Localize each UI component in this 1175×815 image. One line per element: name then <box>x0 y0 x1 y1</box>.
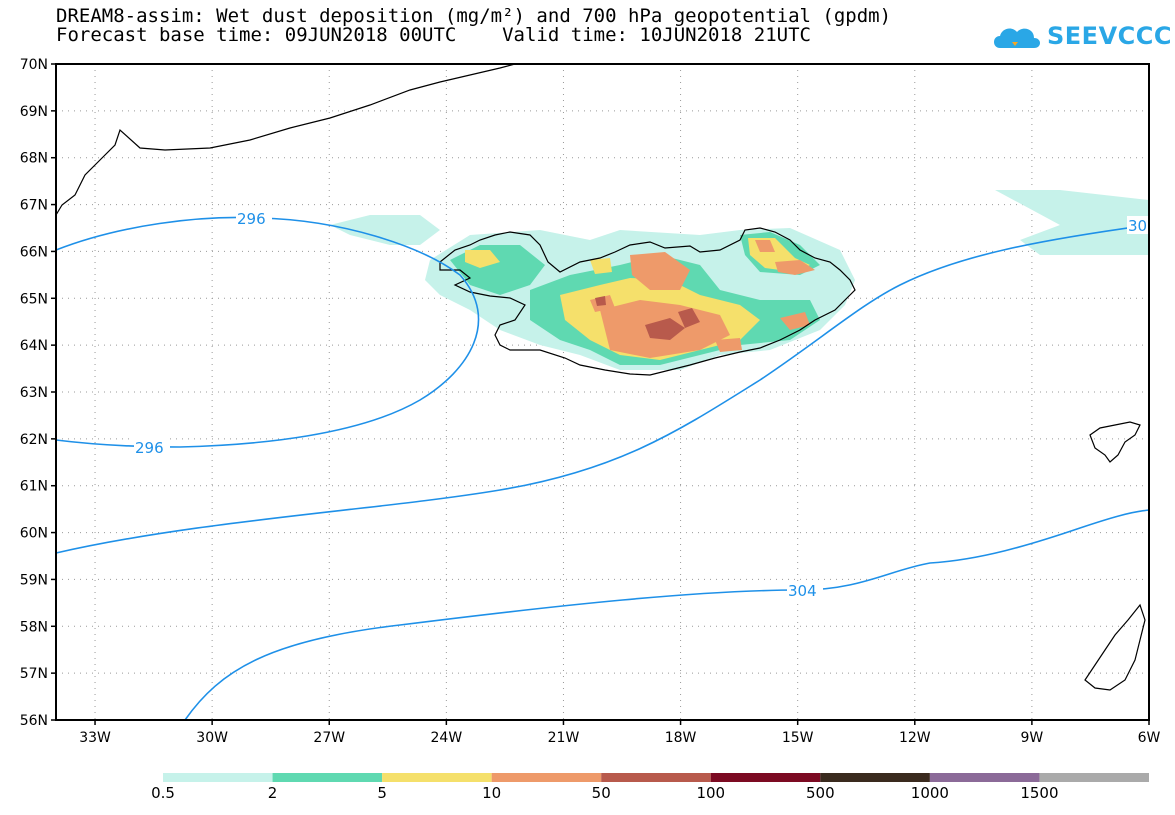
map-title: DREAM8-assim: Wet dust deposition (mg/m²… <box>56 5 892 27</box>
lon-tick-label: 18W <box>665 730 697 746</box>
lon-tick-label: 21W <box>548 730 580 746</box>
lon-tick-label: 15W <box>782 730 814 746</box>
colorbar-segment <box>601 773 711 782</box>
logo-text: SEEVCCC <box>1047 22 1172 50</box>
lat-tick-label: 66N <box>20 244 48 260</box>
contour-label-296-top: 296 <box>237 210 266 228</box>
colorbar-label: 10 <box>482 784 501 802</box>
colorbar-label: 1000 <box>911 784 949 802</box>
dust-deposition-shading <box>330 190 1149 370</box>
colorbar-segment <box>382 773 492 782</box>
lat-tick-label: 64N <box>20 338 48 354</box>
lat-tick-label: 59N <box>20 572 48 588</box>
lon-tick-label: 30W <box>196 730 228 746</box>
colorbar-label: 500 <box>806 784 835 802</box>
lat-tick-label: 63N <box>20 385 48 401</box>
colorbar-segment <box>929 773 1040 782</box>
colorbar-label: 0.5 <box>151 784 175 802</box>
lon-tick-label: 24W <box>431 730 463 746</box>
lat-tick-label: 65N <box>20 291 48 307</box>
colorbar-segment <box>491 773 602 782</box>
lat-tick-label: 60N <box>20 526 48 542</box>
lat-tick-label: 57N <box>20 666 48 682</box>
lat-tick-label: 58N <box>20 619 48 635</box>
colorbar-segment <box>272 773 383 782</box>
lon-tick-label: 27W <box>313 730 345 746</box>
map-subtitle: Forecast base time: 09JUN2018 00UTC Vali… <box>56 24 811 46</box>
contour-label-30-partial: 30 <box>1128 217 1147 235</box>
colorbar-segment <box>710 773 821 782</box>
colorbar-label: 2 <box>268 784 278 802</box>
lat-tick-label: 69N <box>20 104 48 120</box>
lon-tick-label: 6W <box>1138 730 1161 746</box>
colorbar-segment <box>1039 773 1149 782</box>
lon-tick-label: 12W <box>899 730 931 746</box>
colorbar-label: 100 <box>696 784 725 802</box>
cloud-icon <box>994 28 1040 48</box>
lat-tick-label: 70N <box>20 57 48 73</box>
lat-tick-label: 67N <box>20 198 48 214</box>
colorbar-segment <box>163 773 273 782</box>
colorbar: 0.5 2 5 10 50 100 500 1000 1500 <box>151 773 1149 802</box>
lat-tick-label: 68N <box>20 151 48 167</box>
lat-tick-label: 62N <box>20 432 48 448</box>
lon-tick-label: 9W <box>1021 730 1044 746</box>
lat-tick-label: 56N <box>20 713 48 729</box>
contour-label-304: 304 <box>788 582 817 600</box>
lat-tick-label: 61N <box>20 479 48 495</box>
contour-label-296-bottom: 296 <box>135 439 164 457</box>
colorbar-label: 5 <box>377 784 387 802</box>
lon-tick-label: 33W <box>79 730 111 746</box>
colorbar-label: 1500 <box>1020 784 1058 802</box>
coastline <box>55 63 1146 691</box>
colorbar-label: 50 <box>592 784 611 802</box>
colorbar-segment <box>820 773 930 782</box>
